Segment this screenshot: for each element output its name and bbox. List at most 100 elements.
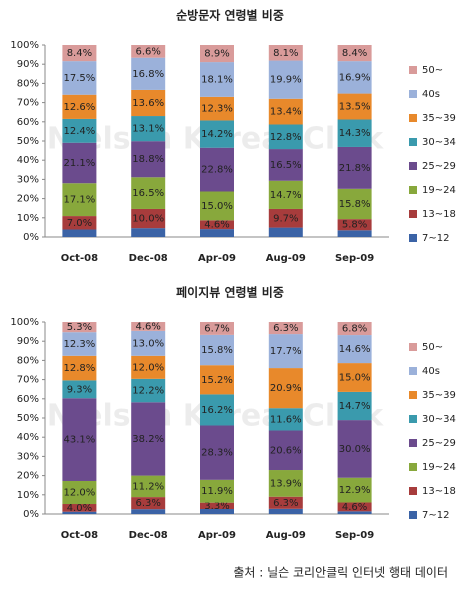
legend-label: 40s	[422, 366, 440, 377]
legend-swatch	[409, 162, 417, 170]
bar-segment	[131, 89, 166, 117]
data-label: 14.7%	[270, 190, 302, 201]
data-label: 12.0%	[64, 487, 96, 498]
y-tick-label: 10%	[17, 490, 39, 501]
data-label: 11.2%	[132, 481, 164, 492]
legend-swatch	[409, 391, 417, 399]
y-tick-label: 80%	[17, 355, 39, 366]
bar-segment	[131, 45, 166, 58]
chart-title: 순방문자 연령별 비중	[176, 8, 284, 23]
data-label: 20.6%	[270, 445, 302, 456]
legend-label: 19~24	[422, 462, 456, 473]
data-label: 22.8%	[201, 165, 233, 176]
y-tick-label: 10%	[17, 213, 39, 224]
bar-segment	[131, 177, 166, 209]
legend-label: 25~29	[422, 161, 456, 172]
bar-segment	[268, 334, 303, 369]
bar-segment	[131, 330, 166, 356]
x-tick-label: Oct-08	[61, 530, 98, 541]
bar-segment	[337, 477, 372, 503]
bar-segment	[62, 398, 97, 481]
data-label: 43.1%	[64, 435, 96, 446]
x-tick-label: Sep-09	[335, 253, 374, 264]
bar-segment	[337, 119, 372, 147]
x-tick-label: Oct-08	[61, 253, 98, 264]
source-note: 출처 : 닐슨 코리안클릭 인터넷 행태 데이터	[233, 565, 448, 580]
bar-segment	[200, 120, 234, 148]
y-tick-label: 60%	[17, 117, 39, 128]
bar-segment	[268, 470, 303, 497]
data-label: 8.4%	[342, 48, 367, 59]
data-label: 38.2%	[132, 434, 164, 445]
data-label: 16.8%	[132, 69, 164, 80]
y-tick-label: 0%	[23, 232, 39, 243]
bar-segment	[131, 402, 166, 476]
bar-segment	[268, 149, 303, 181]
bar-segment	[337, 45, 372, 62]
bar-segment	[337, 363, 372, 392]
legend-label: 19~24	[422, 185, 456, 196]
y-tick-label: 40%	[17, 432, 39, 443]
data-label: 17.1%	[64, 195, 96, 206]
data-label: 14.7%	[339, 401, 371, 412]
bar-segment	[62, 332, 97, 356]
data-label: 16.2%	[201, 405, 233, 416]
bar-segment	[337, 188, 372, 220]
bar-segment	[268, 496, 303, 509]
y-tick-label: 20%	[17, 471, 39, 482]
data-label: 21.1%	[64, 158, 96, 169]
bar-segment	[131, 475, 166, 498]
bar-segment	[62, 216, 97, 230]
bar-segment	[268, 408, 303, 431]
bar-segment	[268, 508, 303, 514]
bar-segment	[268, 227, 303, 237]
y-tick-label: 70%	[17, 98, 39, 109]
bar-segment	[62, 380, 97, 399]
data-label: 13.9%	[270, 478, 302, 489]
bar-segment	[200, 96, 234, 121]
data-label: 11.6%	[270, 414, 302, 425]
data-label: 21.8%	[339, 163, 371, 174]
data-label: 19.9%	[270, 75, 302, 86]
legend-swatch	[409, 343, 417, 351]
data-label: 12.3%	[201, 104, 233, 115]
data-label: 13.0%	[132, 338, 164, 349]
legend-swatch	[409, 186, 417, 194]
bar-segment	[200, 425, 234, 480]
data-label: 12.8%	[270, 132, 302, 143]
bar-segment	[62, 511, 97, 514]
bar-segment	[200, 509, 234, 514]
legend-label: 35~39	[422, 113, 456, 124]
bar-segment	[200, 502, 234, 510]
y-tick-label: 30%	[17, 451, 39, 462]
data-label: 8.1%	[273, 48, 298, 59]
y-tick-label: 40%	[17, 155, 39, 166]
data-label: 15.2%	[201, 375, 233, 386]
y-tick-label: 90%	[17, 336, 39, 347]
y-tick-label: 60%	[17, 394, 39, 405]
bar-segment	[337, 420, 372, 478]
data-label: 14.3%	[339, 128, 371, 139]
data-label: 6.7%	[204, 323, 229, 334]
bar-segment	[268, 180, 303, 209]
legend-label: 13~18	[422, 486, 456, 497]
data-label: 3.3%	[204, 501, 229, 512]
legend-swatch	[409, 367, 417, 375]
data-label: 18.1%	[201, 74, 233, 85]
bar-segment	[268, 208, 303, 228]
legend-swatch	[409, 234, 417, 242]
y-tick-label: 90%	[17, 59, 39, 70]
bar-segment	[62, 183, 97, 217]
x-tick-label: Apr-09	[198, 530, 236, 541]
y-tick-label: 0%	[23, 509, 39, 520]
y-tick-label: 80%	[17, 78, 39, 89]
bar-segment	[62, 61, 97, 95]
bar-segment	[200, 365, 234, 395]
data-label: 12.8%	[64, 363, 96, 374]
data-label: 6.3%	[273, 323, 298, 334]
bar-segment	[62, 322, 97, 333]
data-label: 12.4%	[64, 126, 96, 137]
data-label: 11.9%	[201, 486, 233, 497]
bar-segment	[62, 94, 97, 119]
